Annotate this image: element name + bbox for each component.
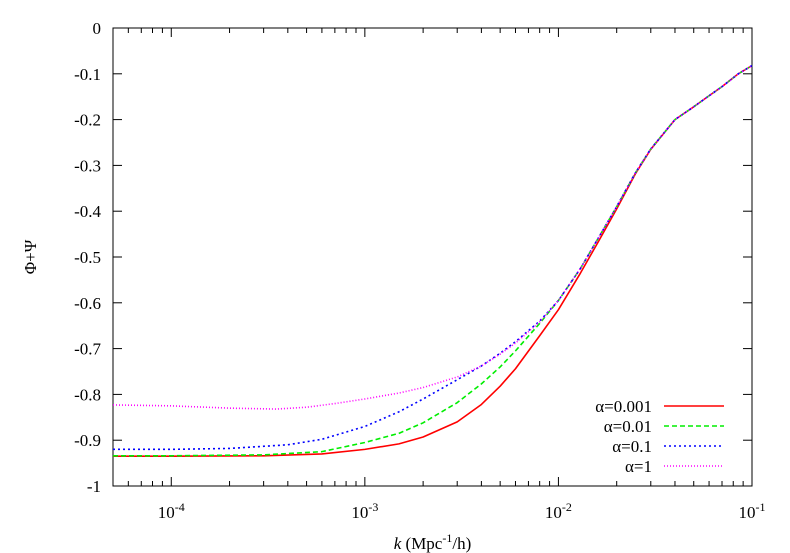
y-tick-label: 0 [93, 19, 102, 38]
y-tick-label: -0.7 [74, 340, 101, 359]
x-axis-label-pre: (Mpc [401, 534, 443, 553]
series-line-4 [112, 64, 753, 410]
y-tick-label: -0.2 [74, 111, 101, 130]
axis-ticks: 0 -0.1 -0.2 -0.3 -0.4 -0.5 -0.6 -0.7 -0.8 -0.9 -1 1… [74, 19, 765, 522]
legend-label-4: α=1 [625, 457, 652, 476]
y-tick-label: -0.8 [74, 385, 101, 404]
y-tick-label: -1 [87, 477, 101, 496]
x-tick-label: 10-2 [545, 500, 572, 522]
x-axis-label: k (Mpc-1/h) [394, 531, 472, 553]
x-tick-label: 10-1 [739, 500, 766, 522]
legend-label-1: α=0.001 [595, 397, 652, 416]
y-axis-label: Φ+Ψ [21, 239, 40, 274]
legend-label-2: α=0.01 [604, 417, 652, 436]
x-axis-label-sup: -1 [442, 531, 452, 545]
x-tick-label: 10-4 [158, 500, 185, 522]
y-tick-label: -0.6 [74, 294, 101, 313]
y-tick-label: -0.1 [74, 65, 101, 84]
y-tick-label: -0.5 [74, 248, 101, 267]
x-axis-label-post: /h) [452, 534, 471, 553]
x-axis-label-var: k [394, 534, 402, 553]
x-tick-label: 10-3 [351, 500, 378, 522]
y-tick-label: -0.4 [74, 202, 101, 221]
y-tick-label: -0.3 [74, 156, 101, 175]
series-lines [112, 64, 753, 458]
y-tick-label: -0.9 [74, 431, 101, 450]
legend-label-3: α=0.1 [612, 437, 652, 456]
